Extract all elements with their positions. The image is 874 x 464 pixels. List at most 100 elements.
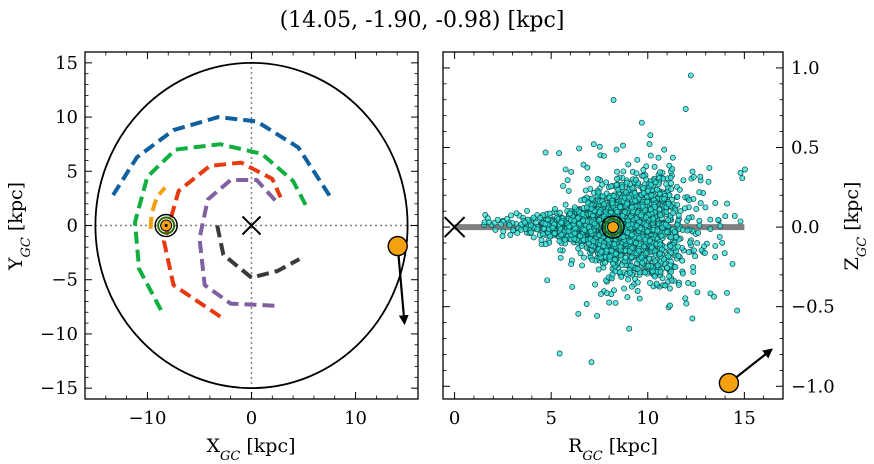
rz-scatter-point bbox=[534, 226, 541, 233]
rz-scatter-point bbox=[665, 253, 672, 260]
rz-scatter-point bbox=[645, 187, 652, 194]
rz-scatter-point bbox=[721, 250, 728, 257]
rz-scatter-point bbox=[616, 269, 623, 276]
xy-y-tick-label: 0 bbox=[67, 216, 78, 237]
rz-scatter-point bbox=[667, 243, 674, 250]
rz-scatter-point bbox=[569, 283, 576, 290]
rz-scatter-point bbox=[690, 268, 697, 275]
rz-scatter-point bbox=[600, 201, 607, 208]
rz-scatter-point bbox=[690, 281, 697, 288]
rz-scatter-point bbox=[739, 175, 746, 182]
rz-scatter-point bbox=[628, 283, 635, 290]
rz-scatter-point bbox=[576, 145, 583, 152]
rz-scatter-point bbox=[658, 232, 665, 239]
rz-scatter-point bbox=[672, 234, 679, 241]
xy-y-tick-label: −10 bbox=[40, 324, 78, 345]
rz-scatter-point bbox=[702, 204, 709, 211]
rz-scatter-point bbox=[619, 184, 626, 191]
rz-scatter-point bbox=[731, 212, 738, 219]
xy-y-tick-label: 15 bbox=[55, 53, 78, 74]
rz-scatter-point bbox=[674, 193, 681, 200]
xy-sun-inner-ring bbox=[157, 216, 176, 235]
rz-scatter-point bbox=[634, 279, 641, 286]
xy-galactic-center-marker bbox=[241, 215, 262, 236]
rz-scatter-point bbox=[639, 203, 646, 210]
rz-scatter-point bbox=[692, 253, 699, 260]
rz-scatter-point bbox=[654, 227, 661, 234]
rz-scatter-point bbox=[584, 164, 591, 171]
rz-scatter-point bbox=[585, 240, 592, 247]
rz-scatter-point bbox=[737, 218, 744, 225]
rz-plot-frame bbox=[442, 51, 784, 400]
rz-scatter-point bbox=[614, 208, 621, 215]
xy-object-marker bbox=[387, 235, 408, 257]
rz-x-tick-label: 5 bbox=[545, 408, 556, 429]
rz-scatter-point bbox=[522, 219, 528, 226]
xy-orbit-arc-3 bbox=[162, 160, 283, 319]
rz-scatter-point bbox=[653, 280, 660, 287]
rz-scatter-point bbox=[608, 183, 615, 190]
rz-scatter-point bbox=[556, 150, 563, 157]
rz-scatter-point bbox=[695, 229, 702, 236]
xy-velocity-arrow bbox=[396, 246, 409, 326]
rz-scatter-point bbox=[654, 186, 660, 193]
rz-scatter-point bbox=[741, 166, 748, 173]
rz-y-tick-label: −1.0 bbox=[791, 376, 835, 397]
rz-scatter-point bbox=[672, 264, 679, 271]
rz-scatter-point bbox=[628, 254, 635, 261]
xy-sun-outer-ring bbox=[154, 213, 178, 238]
rz-scatter-point bbox=[614, 168, 620, 175]
rz-scatter-point bbox=[651, 163, 658, 170]
xy-boundary-circle bbox=[94, 61, 409, 390]
rz-y-tick-label: 0.0 bbox=[791, 217, 820, 238]
rz-scatter-point bbox=[572, 225, 579, 232]
rz-scatter-point bbox=[626, 269, 633, 276]
rz-scatter-point bbox=[506, 222, 513, 229]
rz-scatter-point bbox=[542, 149, 549, 156]
rz-scatter-point bbox=[633, 222, 640, 229]
rz-scatter-point bbox=[633, 170, 640, 177]
rz-scatter-point bbox=[681, 205, 688, 212]
rz-scatter-point bbox=[656, 250, 663, 257]
rz-scatter-point bbox=[528, 222, 534, 229]
rz-scatter-point bbox=[687, 72, 694, 79]
rz-scatter-point bbox=[643, 222, 650, 229]
rz-scatter-point bbox=[625, 221, 632, 228]
rz-scatter-point bbox=[661, 146, 668, 153]
rz-scatter-point bbox=[697, 173, 704, 180]
rz-scatter-point bbox=[682, 295, 689, 302]
rz-scatter-point bbox=[682, 106, 689, 112]
rz-scatter-point bbox=[568, 261, 575, 268]
rz-scatter-point bbox=[676, 186, 683, 193]
rz-scatter-point bbox=[580, 217, 587, 224]
xy-x-axis-label: XGC [kpc] bbox=[206, 435, 295, 464]
rz-scatter-point bbox=[665, 201, 672, 207]
rz-scatter-point bbox=[634, 156, 641, 163]
rz-scatter-point bbox=[571, 217, 578, 224]
rz-scatter-point bbox=[537, 214, 544, 221]
rz-scatter-point bbox=[575, 310, 582, 317]
rz-scatter-point bbox=[494, 216, 501, 223]
rz-scatter-point bbox=[665, 217, 672, 223]
rz-scatter-point bbox=[558, 219, 565, 226]
rz-y-axis-label: ZGC [kpc] bbox=[841, 182, 870, 271]
rz-scatter-point bbox=[610, 97, 617, 103]
rz-scatter-point bbox=[656, 190, 663, 197]
rz-scatter-point bbox=[542, 221, 549, 227]
rz-scatter-point bbox=[707, 216, 714, 223]
rz-scatter-point bbox=[617, 243, 624, 250]
rz-scatter-point bbox=[657, 268, 664, 275]
rz-scatter-point bbox=[560, 182, 567, 189]
rz-scatter-point bbox=[696, 189, 703, 196]
rz-scatter-point bbox=[546, 210, 553, 217]
rz-scatter-point bbox=[600, 264, 607, 271]
rz-scatter-point bbox=[648, 244, 655, 251]
xy-y-tick-label: 10 bbox=[55, 107, 78, 128]
rz-scatter-point bbox=[680, 177, 687, 184]
rz-scatter-point bbox=[662, 221, 669, 228]
rz-scatter-point bbox=[620, 168, 627, 175]
rz-scatter-point bbox=[640, 184, 647, 191]
rz-scatter-point bbox=[668, 234, 674, 241]
rz-scatter-point bbox=[581, 196, 588, 203]
